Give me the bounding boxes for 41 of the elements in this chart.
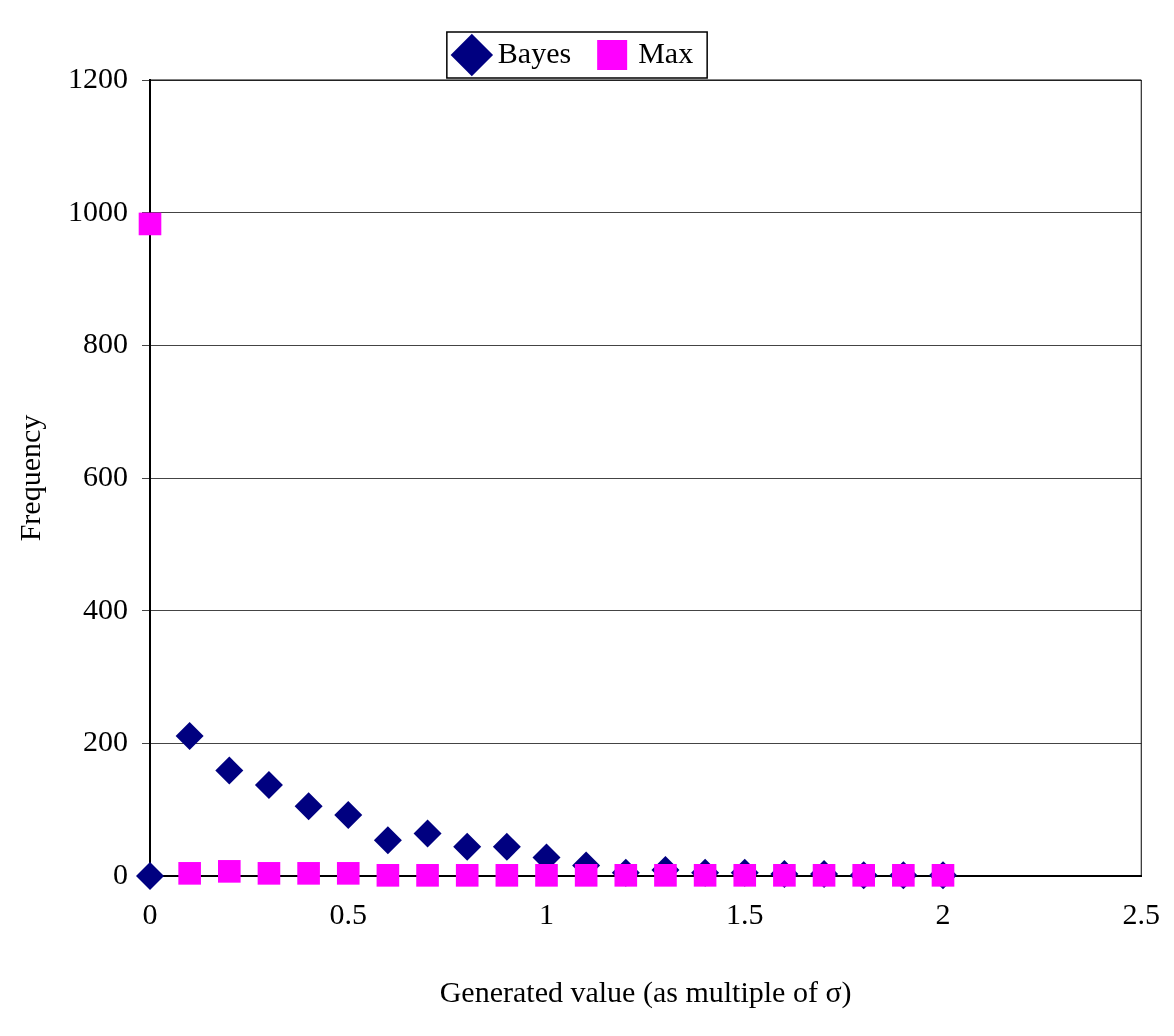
y-tick-label: 1000 xyxy=(68,193,128,227)
point xyxy=(416,864,439,887)
point xyxy=(297,862,320,885)
x-tick-label: 2.5 xyxy=(1122,896,1160,930)
point xyxy=(178,862,201,885)
x-axis-title: Generated value (as multiple of σ) xyxy=(439,974,852,1009)
point xyxy=(215,756,244,785)
point xyxy=(535,864,558,887)
point xyxy=(334,800,363,829)
y-tick-label: 1200 xyxy=(68,60,128,94)
x-tick-label: 1.5 xyxy=(726,896,764,930)
point xyxy=(294,792,323,821)
point xyxy=(254,771,283,800)
point xyxy=(495,864,519,887)
y-tick-label: 0 xyxy=(113,856,128,890)
x-tick-label: 2 xyxy=(935,896,951,930)
x-tick-label: 0 xyxy=(142,896,158,930)
point xyxy=(257,862,281,885)
point xyxy=(413,819,442,848)
y-tick-label: 800 xyxy=(83,326,128,360)
point xyxy=(654,864,677,887)
point xyxy=(492,832,521,861)
x-tick-label: 0.5 xyxy=(329,896,367,930)
point xyxy=(217,860,241,883)
point xyxy=(376,864,400,887)
y-tick-label: 600 xyxy=(83,458,128,492)
point xyxy=(453,832,482,861)
point xyxy=(574,864,598,887)
point xyxy=(175,722,204,751)
point xyxy=(373,826,402,855)
point xyxy=(136,862,164,890)
legend-label: Bayes xyxy=(497,35,572,69)
point xyxy=(138,212,162,236)
y-axis-title: Frequency xyxy=(12,414,46,542)
point xyxy=(812,864,836,887)
legend-label: Max xyxy=(638,35,694,69)
x-tick-label: 1 xyxy=(539,896,554,930)
point xyxy=(336,862,360,885)
y-tick-label: 400 xyxy=(83,591,128,625)
point xyxy=(455,864,479,887)
y-tick-label: 200 xyxy=(83,724,128,758)
